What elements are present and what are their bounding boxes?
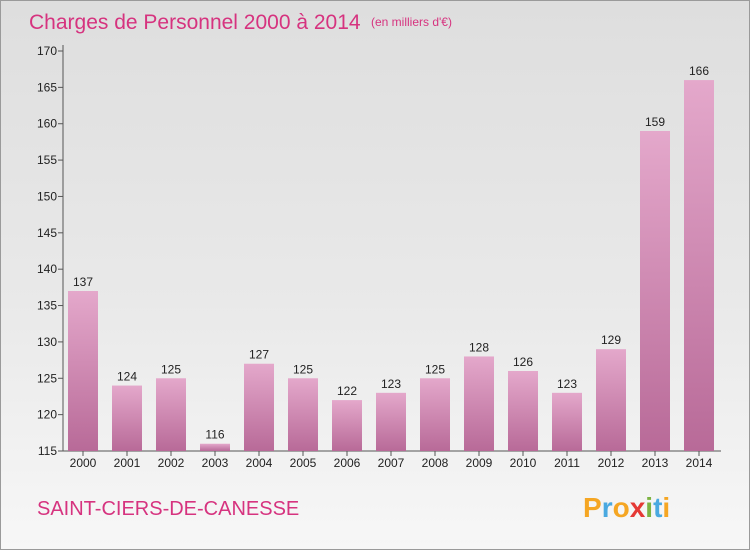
bar xyxy=(684,80,714,451)
bar xyxy=(244,363,274,451)
x-tick-label: 2003 xyxy=(202,456,229,470)
bar xyxy=(288,378,318,451)
bar xyxy=(640,131,670,451)
data-label: 123 xyxy=(557,377,577,391)
axes: 115 120 125 130 135 140 145 150 155 160 165 170 2000… xyxy=(37,44,721,470)
bar xyxy=(508,371,538,451)
chart-title: Charges de Personnel 2000 à 2014 xyxy=(29,11,361,34)
x-tick-label: 2011 xyxy=(554,456,580,470)
logo-letter: P xyxy=(583,492,602,523)
x-tick-label: 2009 xyxy=(466,456,493,470)
y-tick-label: 155 xyxy=(37,153,57,167)
bar xyxy=(200,443,230,451)
x-tick-label: 2005 xyxy=(290,456,317,470)
x-tick-label: 2006 xyxy=(334,456,361,470)
logo-letter: i xyxy=(645,492,653,523)
logo-letter: t xyxy=(653,492,662,523)
x-tick-label: 2014 xyxy=(686,456,713,470)
data-label: 159 xyxy=(645,115,665,129)
y-tick-label: 120 xyxy=(37,408,57,422)
data-label: 126 xyxy=(513,355,533,369)
y-tick-label: 170 xyxy=(37,44,57,58)
logo-letter: o xyxy=(613,492,630,523)
bar xyxy=(464,356,494,451)
bar xyxy=(332,400,362,451)
data-label: 166 xyxy=(689,64,709,78)
x-tick-label: 2013 xyxy=(642,456,669,470)
y-tick-label: 115 xyxy=(38,444,57,458)
logo-letter: i xyxy=(662,492,670,523)
x-tick-label: 2007 xyxy=(378,456,405,470)
bar xyxy=(376,392,406,451)
y-tick-label: 160 xyxy=(37,117,57,131)
logo-letter: r xyxy=(602,492,613,523)
y-tick-label: 125 xyxy=(37,371,57,385)
data-label: 125 xyxy=(425,362,445,376)
data-label: 129 xyxy=(601,333,621,347)
x-tick-label: 2001 xyxy=(114,456,141,470)
data-label: 123 xyxy=(381,377,401,391)
y-tick-label: 145 xyxy=(37,226,57,240)
data-label: 127 xyxy=(249,348,269,362)
bar xyxy=(420,378,450,451)
bar xyxy=(112,385,142,451)
x-tick-label: 2010 xyxy=(510,456,537,470)
y-tick-label: 165 xyxy=(37,80,57,94)
x-tick-label: 2012 xyxy=(598,456,625,470)
chart-subtitle: (en milliers d'€) xyxy=(371,15,452,29)
y-tick-label: 130 xyxy=(37,335,57,349)
data-label: 122 xyxy=(337,384,357,398)
x-tick-label: 2000 xyxy=(70,456,97,470)
y-tick-label: 140 xyxy=(37,262,57,276)
bars: 137 124 125 116 127 125 122 123 125 128 126 123 129 1… xyxy=(68,64,714,451)
data-label: 128 xyxy=(469,340,489,354)
y-tick-label: 135 xyxy=(37,299,57,313)
x-tick-label: 2002 xyxy=(158,456,185,470)
commune-name: SAINT-CIERS-DE-CANESSE xyxy=(37,498,299,520)
data-label: 116 xyxy=(205,428,224,442)
x-tick-label: 2004 xyxy=(246,456,273,470)
data-label: 137 xyxy=(73,275,93,289)
x-tick-label: 2008 xyxy=(422,456,449,470)
data-label: 125 xyxy=(161,362,181,376)
proxiti-logo: Proxiti xyxy=(583,492,670,523)
logo-letter: x xyxy=(630,492,646,523)
bar xyxy=(552,392,582,451)
data-label: 124 xyxy=(117,370,137,384)
y-tick-label: 150 xyxy=(37,189,57,203)
bar xyxy=(596,349,626,451)
data-label: 125 xyxy=(293,362,313,376)
bar xyxy=(68,291,98,451)
bar xyxy=(156,378,186,451)
